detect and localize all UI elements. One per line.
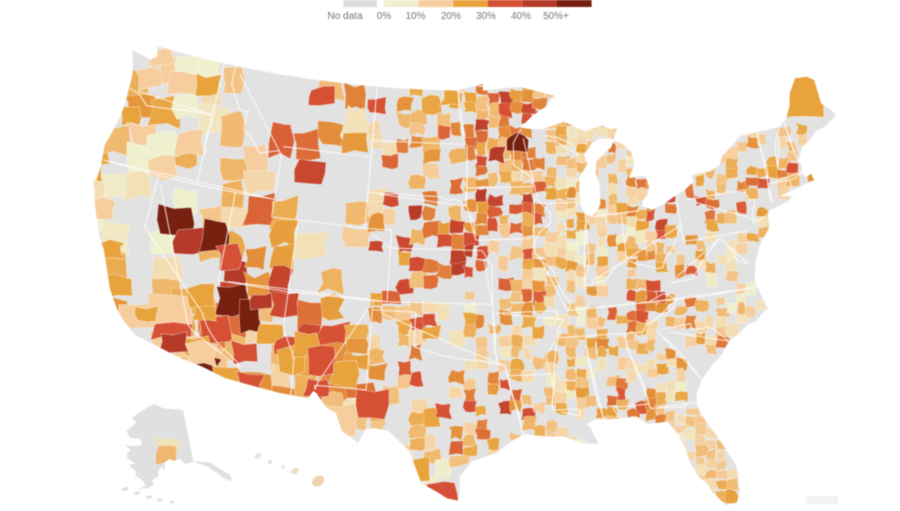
svg-text:50%+: 50%+ [543, 11, 569, 22]
svg-text:0%: 0% [377, 11, 392, 22]
svg-text:No data: No data [327, 11, 362, 22]
svg-text:20%: 20% [441, 11, 461, 22]
svg-text:40%: 40% [511, 11, 531, 22]
svg-text:30%: 30% [476, 11, 496, 22]
svg-text:10%: 10% [405, 11, 425, 22]
